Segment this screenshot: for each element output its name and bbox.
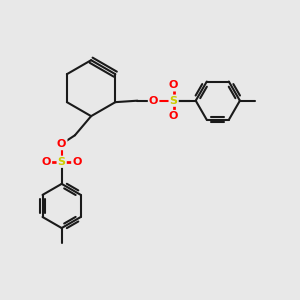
Text: O: O	[42, 157, 51, 167]
Text: S: S	[58, 157, 66, 167]
Text: O: O	[57, 139, 66, 149]
Text: O: O	[72, 157, 82, 167]
Text: O: O	[169, 80, 178, 90]
Text: S: S	[169, 96, 178, 106]
Text: O: O	[169, 111, 178, 121]
Text: O: O	[149, 96, 158, 106]
